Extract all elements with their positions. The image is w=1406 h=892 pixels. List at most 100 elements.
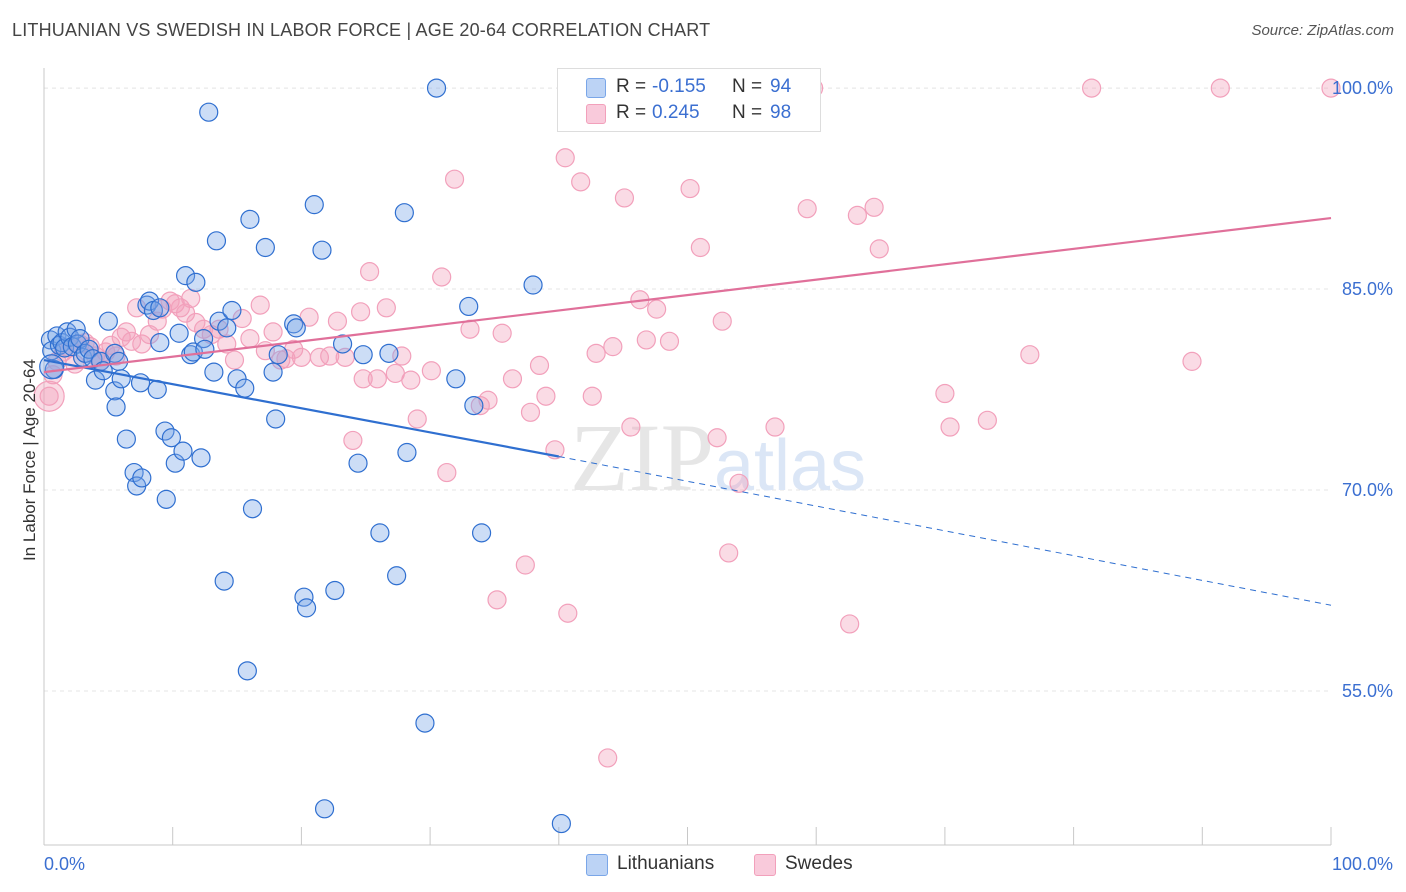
data-point: [304, 195, 324, 215]
data-point: [263, 322, 283, 342]
data-point: [150, 333, 170, 353]
data-point: [255, 237, 275, 258]
data-point-large: [39, 354, 65, 380]
data-point: [240, 209, 260, 229]
legend-r-label: R =: [616, 102, 647, 123]
data-point: [250, 295, 270, 315]
y-tick-label: 85.0%: [1342, 279, 1393, 299]
data-point: [186, 312, 206, 333]
data-point: [332, 334, 353, 354]
data-point: [286, 318, 306, 338]
data-point: [370, 523, 390, 543]
data-point: [765, 417, 785, 437]
data-point: [555, 148, 575, 168]
data-point: [797, 199, 817, 219]
data-point: [367, 369, 387, 389]
data-point: [116, 429, 136, 449]
data-point: [325, 580, 345, 601]
axes: [43, 68, 1332, 846]
correlation-legend: R = -0.155 N = 94 R = 0.245 N = 98: [557, 68, 821, 132]
chart-title: LITHUANIAN VS SWEDISH IN LABOR FORCE | A…: [12, 20, 711, 40]
legend-r-value: 0.245: [652, 102, 700, 123]
data-point: [1182, 351, 1202, 371]
data-point: [116, 322, 136, 342]
data-point: [977, 410, 997, 430]
data-point: [847, 205, 867, 225]
legend-n-label: N =: [732, 76, 763, 97]
data-point: [1020, 345, 1040, 365]
data-point: [132, 468, 152, 488]
data-point: [707, 428, 727, 448]
y-axis-label: In Labor Force | Age 20-64: [20, 359, 39, 561]
data-point: [1082, 78, 1102, 98]
data-point: [199, 102, 219, 122]
data-point: [353, 345, 373, 365]
data-point: [397, 442, 417, 463]
data-point: [459, 296, 479, 317]
data-point: [719, 543, 739, 563]
data-point: [426, 78, 447, 98]
data-point: [1210, 78, 1230, 98]
legend-n-value: 98: [770, 102, 792, 123]
y-tick-label: 100.0%: [1332, 78, 1393, 98]
data-point: [39, 386, 59, 406]
data-point-large: [33, 380, 65, 412]
legend-r-value: -0.155: [652, 76, 706, 97]
data-point: [224, 350, 245, 370]
data-point: [536, 386, 556, 406]
data-point: [840, 614, 860, 634]
data-point: [183, 342, 203, 362]
data-point: [66, 319, 86, 339]
data-point: [432, 267, 452, 287]
data-point: [394, 203, 414, 223]
data-point: [106, 397, 126, 417]
data-point: [327, 311, 348, 331]
y-tick-label: 55.0%: [1342, 681, 1393, 701]
data-point: [360, 262, 380, 282]
data-point: [492, 323, 512, 343]
trend-line-swedes: [43, 216, 1332, 374]
tick-labels: 55.0% 70.0% 85.0% 100.0% 0.0% 100.0%: [44, 78, 1393, 874]
data-point: [191, 448, 211, 468]
data-point: [444, 169, 465, 189]
legend-n-label: N =: [732, 102, 763, 123]
data-point: [296, 598, 317, 618]
data-point: [659, 331, 680, 351]
legend-swatch-swedes: [586, 104, 606, 124]
data-point: [690, 237, 710, 258]
data-point: [242, 499, 263, 519]
source-label: Source: ZipAtlas.com: [1251, 22, 1394, 39]
data-point: [268, 345, 288, 365]
data-point: [515, 555, 535, 575]
data-point: [621, 417, 641, 437]
data-point: [582, 386, 602, 406]
data-point: [529, 355, 550, 376]
data-point: [415, 713, 435, 733]
data-point: [487, 590, 507, 610]
data-point: [387, 566, 407, 586]
data-point: [348, 453, 368, 473]
data-point: [598, 748, 618, 768]
bottom-legend-label-lithuanians: Lithuanians: [617, 853, 715, 874]
data-point: [217, 334, 237, 354]
data-point: [232, 308, 252, 329]
data-point: [161, 428, 182, 448]
data-point: [446, 369, 466, 389]
data-point: [266, 409, 286, 429]
data-point: [165, 453, 185, 473]
data-point: [169, 323, 189, 343]
legend-swatch-lithuanians: [586, 78, 606, 98]
watermark: ZIPatlas: [570, 404, 866, 511]
data-point: [156, 489, 176, 509]
data-point: [209, 319, 229, 339]
data-point: [523, 275, 543, 295]
x-tick-label: 100.0%: [1332, 854, 1393, 874]
data-point: [320, 346, 340, 366]
data-point: [869, 239, 889, 259]
data-point: [240, 329, 260, 349]
data-point: [1321, 78, 1341, 98]
bottom-legend-label-swedes: Swedes: [785, 853, 853, 874]
data-point: [79, 339, 99, 359]
data-point: [376, 298, 396, 318]
data-point: [263, 362, 283, 382]
